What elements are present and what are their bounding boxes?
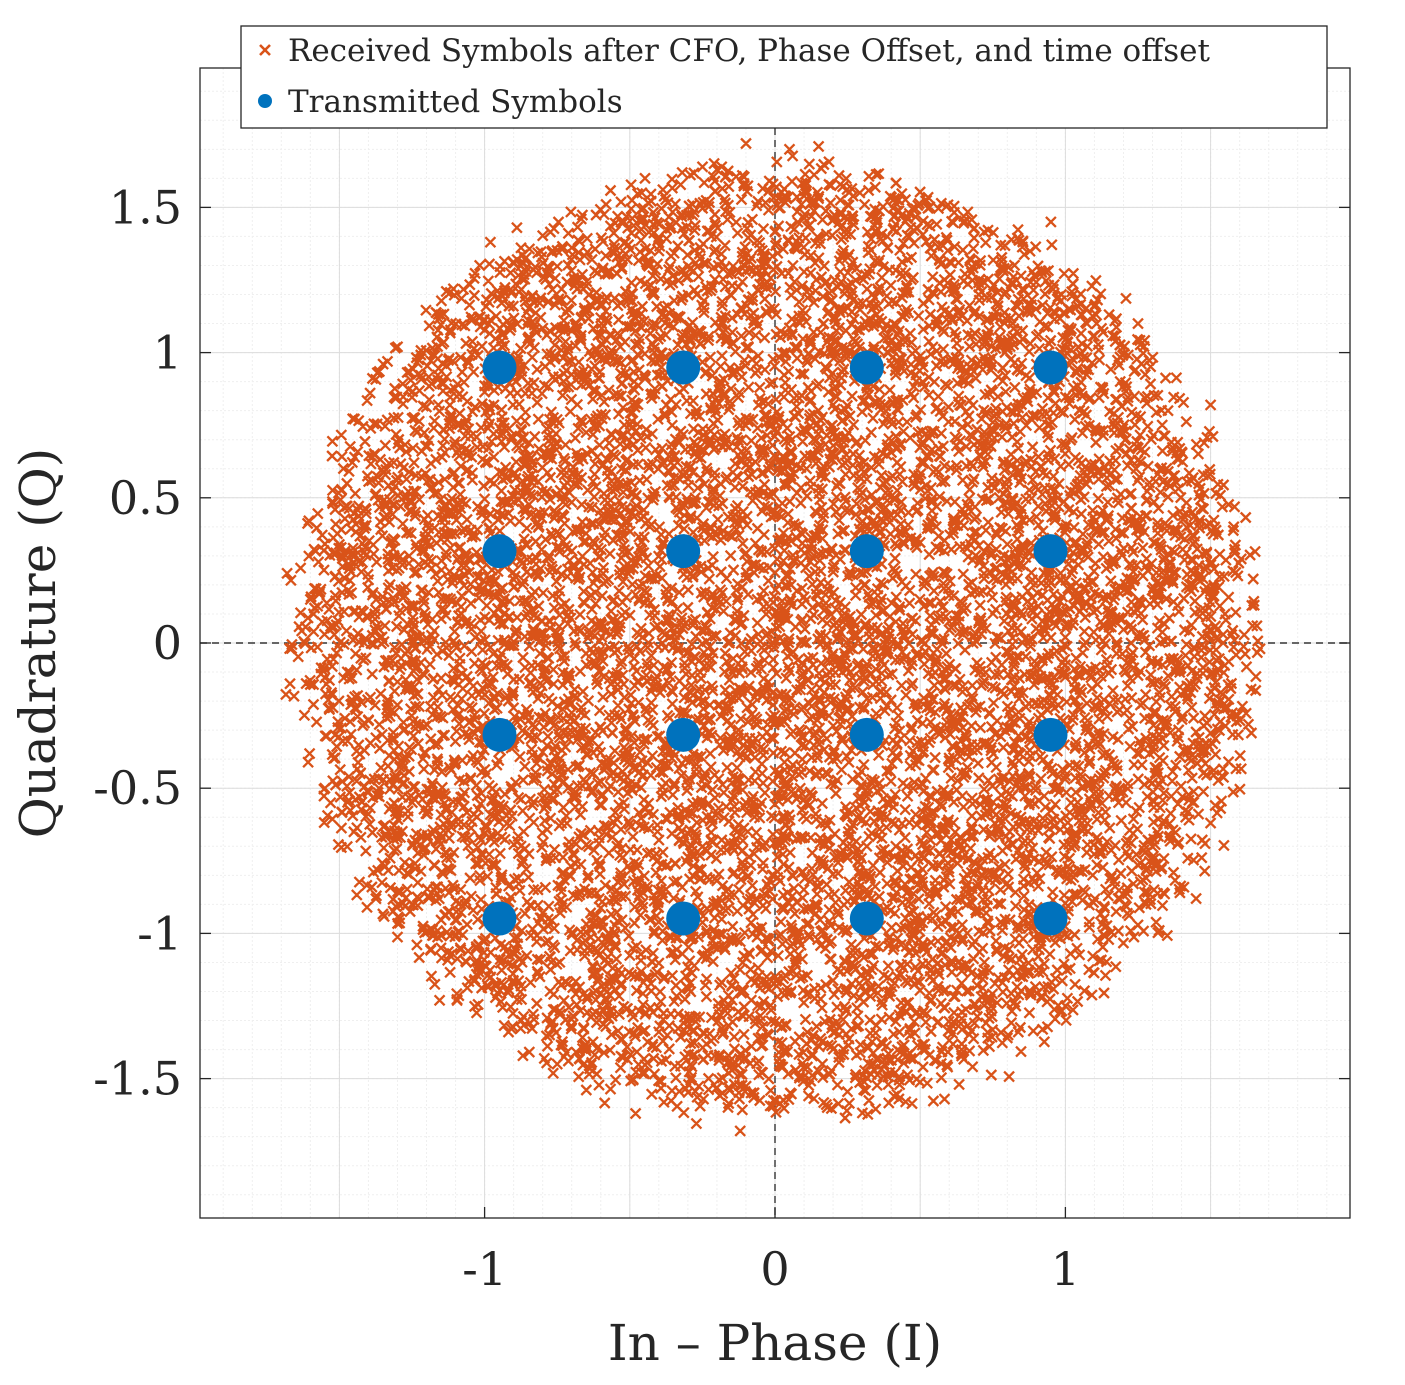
transmitted-symbol-point	[666, 901, 701, 936]
legend-transmitted-label: Transmitted Symbols	[288, 84, 623, 120]
y-tick-label: 0.5	[109, 471, 182, 525]
transmitted-symbol-point	[1033, 901, 1068, 936]
legend-transmitted-marker	[258, 94, 272, 108]
transmitted-symbol-point	[1033, 534, 1068, 569]
transmitted-symbols-layer	[482, 350, 1068, 936]
y-tick-label: -1	[137, 906, 182, 960]
transmitted-symbol-point	[849, 901, 884, 936]
legend: Received Symbols after CFO, Phase Offset…	[240, 25, 1328, 129]
transmitted-symbol-point	[666, 350, 701, 385]
y-tick-label: -0.5	[93, 761, 182, 815]
x-tick-label: -1	[462, 1242, 507, 1296]
y-tick-label: 0	[153, 616, 182, 670]
axis-tick-labels: -1 0 1 -1.5 -1 -0.5 0 0.5 1 1.5	[93, 180, 1080, 1296]
transmitted-symbol-point	[849, 717, 884, 752]
transmitted-symbol-point	[666, 534, 701, 569]
y-tick-label: 1.5	[109, 180, 182, 234]
transmitted-symbol-point	[1033, 717, 1068, 752]
y-axis-title: Quadrature (Q)	[9, 448, 67, 838]
transmitted-symbol-point	[482, 717, 517, 752]
y-tick-label: 1	[153, 326, 182, 380]
y-tick-label: -1.5	[93, 1052, 182, 1106]
transmitted-symbol-point	[482, 901, 517, 936]
legend-received-marker	[259, 44, 271, 56]
received-symbol-markers	[280, 137, 1266, 1137]
transmitted-symbol-point	[482, 534, 517, 569]
transmitted-symbol-point	[849, 350, 884, 385]
x-tick-label: 1	[1051, 1242, 1080, 1296]
transmitted-symbol-point	[666, 717, 701, 752]
transmitted-symbol-point	[482, 350, 517, 385]
transmitted-symbol-point	[1033, 350, 1068, 385]
x-axis-title: In – Phase (I)	[608, 1314, 942, 1372]
received-symbols-layer	[280, 137, 1266, 1137]
legend-box	[240, 25, 1328, 129]
transmitted-symbol-point	[849, 534, 884, 569]
x-tick-label: 0	[760, 1242, 789, 1296]
legend-received-label: Received Symbols after CFO, Phase Offset…	[288, 33, 1210, 69]
